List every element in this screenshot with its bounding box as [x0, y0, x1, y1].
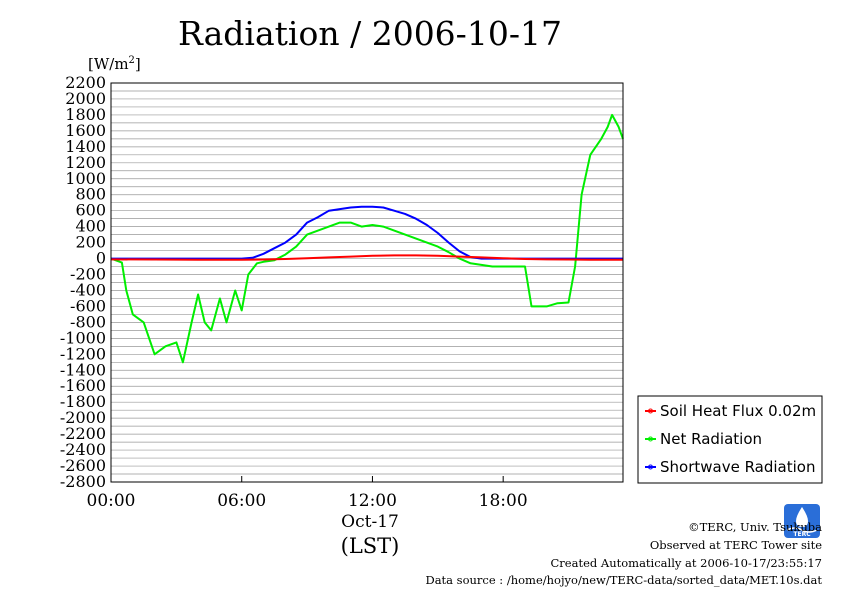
y-tick-label: -600 — [70, 296, 106, 315]
series-line-net-radiation — [110, 113, 624, 364]
credit-copyright: ©TERC, Univ. Tsukuba — [688, 520, 822, 534]
y-tick-label: -1000 — [60, 328, 106, 347]
legend-label: Shortwave Radiation — [660, 458, 816, 476]
y-tick-label: -200 — [70, 265, 106, 284]
y-axis-label-sup: 2 — [129, 55, 135, 66]
y-tick-label: 400 — [75, 217, 106, 236]
y-tick-label: -2400 — [60, 440, 106, 459]
x-tick-label: 00:00 — [87, 491, 136, 511]
legend-items: Soil Heat Flux 0.02m Net Radiation Shortwa… — [645, 402, 816, 476]
y-tick-label: -1800 — [60, 392, 106, 411]
y-tick-label: -800 — [70, 312, 106, 331]
y-tick-label: 1000 — [65, 169, 106, 188]
legend-marker — [648, 408, 653, 414]
y-tick-label: 800 — [75, 185, 106, 204]
x-axis-timezone-label: (LST) — [341, 534, 400, 558]
y-tick-label: -1400 — [60, 360, 106, 379]
terc-logo: TERC — [784, 504, 820, 538]
y-tick-label: -2600 — [60, 456, 106, 475]
credit-created: Created Automatically at 2006-10-17/23:5… — [551, 556, 823, 570]
y-axis-label-close: ] — [135, 55, 141, 73]
x-tick-label: 18:00 — [479, 491, 528, 511]
y-tick-label: -2000 — [60, 408, 106, 427]
y-tick-label: 2200 — [65, 73, 106, 92]
y-tick-label: -1600 — [60, 376, 106, 395]
legend-box — [637, 395, 823, 484]
legend-label: Soil Heat Flux 0.02m — [660, 402, 816, 420]
y-axis-label-main: [W/m — [88, 55, 129, 73]
x-tick-label: 06:00 — [217, 491, 266, 511]
y-tick-label: 1600 — [65, 121, 106, 140]
x-tick-labels: 00:00 06:00 12:00 18:00 — [87, 491, 528, 511]
logo-drop-icon — [796, 507, 808, 527]
chart-title: Radiation / 2006-10-17 — [178, 14, 562, 53]
y-tick-label: 200 — [75, 233, 106, 252]
series-line-soil-heat-flux-0-02m — [110, 254, 623, 261]
y-tick-label: 0 — [96, 249, 106, 268]
y-tick-label: -1200 — [60, 344, 106, 363]
y-tick-label: -2200 — [60, 424, 106, 443]
credit-source: Data source : /home/hojyo/new/TERC-data/… — [425, 573, 822, 587]
y-tick-label: 1200 — [65, 153, 106, 172]
credit-observed: Observed at TERC Tower site — [650, 538, 822, 552]
y-axis-label: [W/m2] — [88, 55, 141, 73]
y-tick-label: 1400 — [65, 137, 106, 156]
x-tick-label: 12:00 — [348, 491, 397, 511]
logo-wave-icon — [786, 527, 818, 533]
y-tick-label: 1800 — [65, 105, 106, 124]
series-layer — [110, 113, 624, 364]
legend-marker — [648, 436, 653, 442]
y-tick-labels: 2200200018001600140012001000800600400200… — [60, 73, 106, 491]
legend: Soil Heat Flux 0.02m Net Radiation Shortwa… — [637, 395, 823, 484]
logo-text: TERC — [793, 531, 811, 538]
legend-label: Net Radiation — [660, 430, 762, 448]
y-tick-label: -2800 — [60, 472, 106, 491]
y-tick-label: 600 — [75, 201, 106, 220]
legend-marker — [648, 464, 653, 470]
x-axis-date-label: Oct-17 — [341, 512, 399, 532]
y-tick-label: -400 — [70, 280, 106, 299]
y-tick-label: 2000 — [65, 89, 106, 108]
plot-frame — [110, 82, 624, 483]
grid-lines — [110, 82, 623, 483]
